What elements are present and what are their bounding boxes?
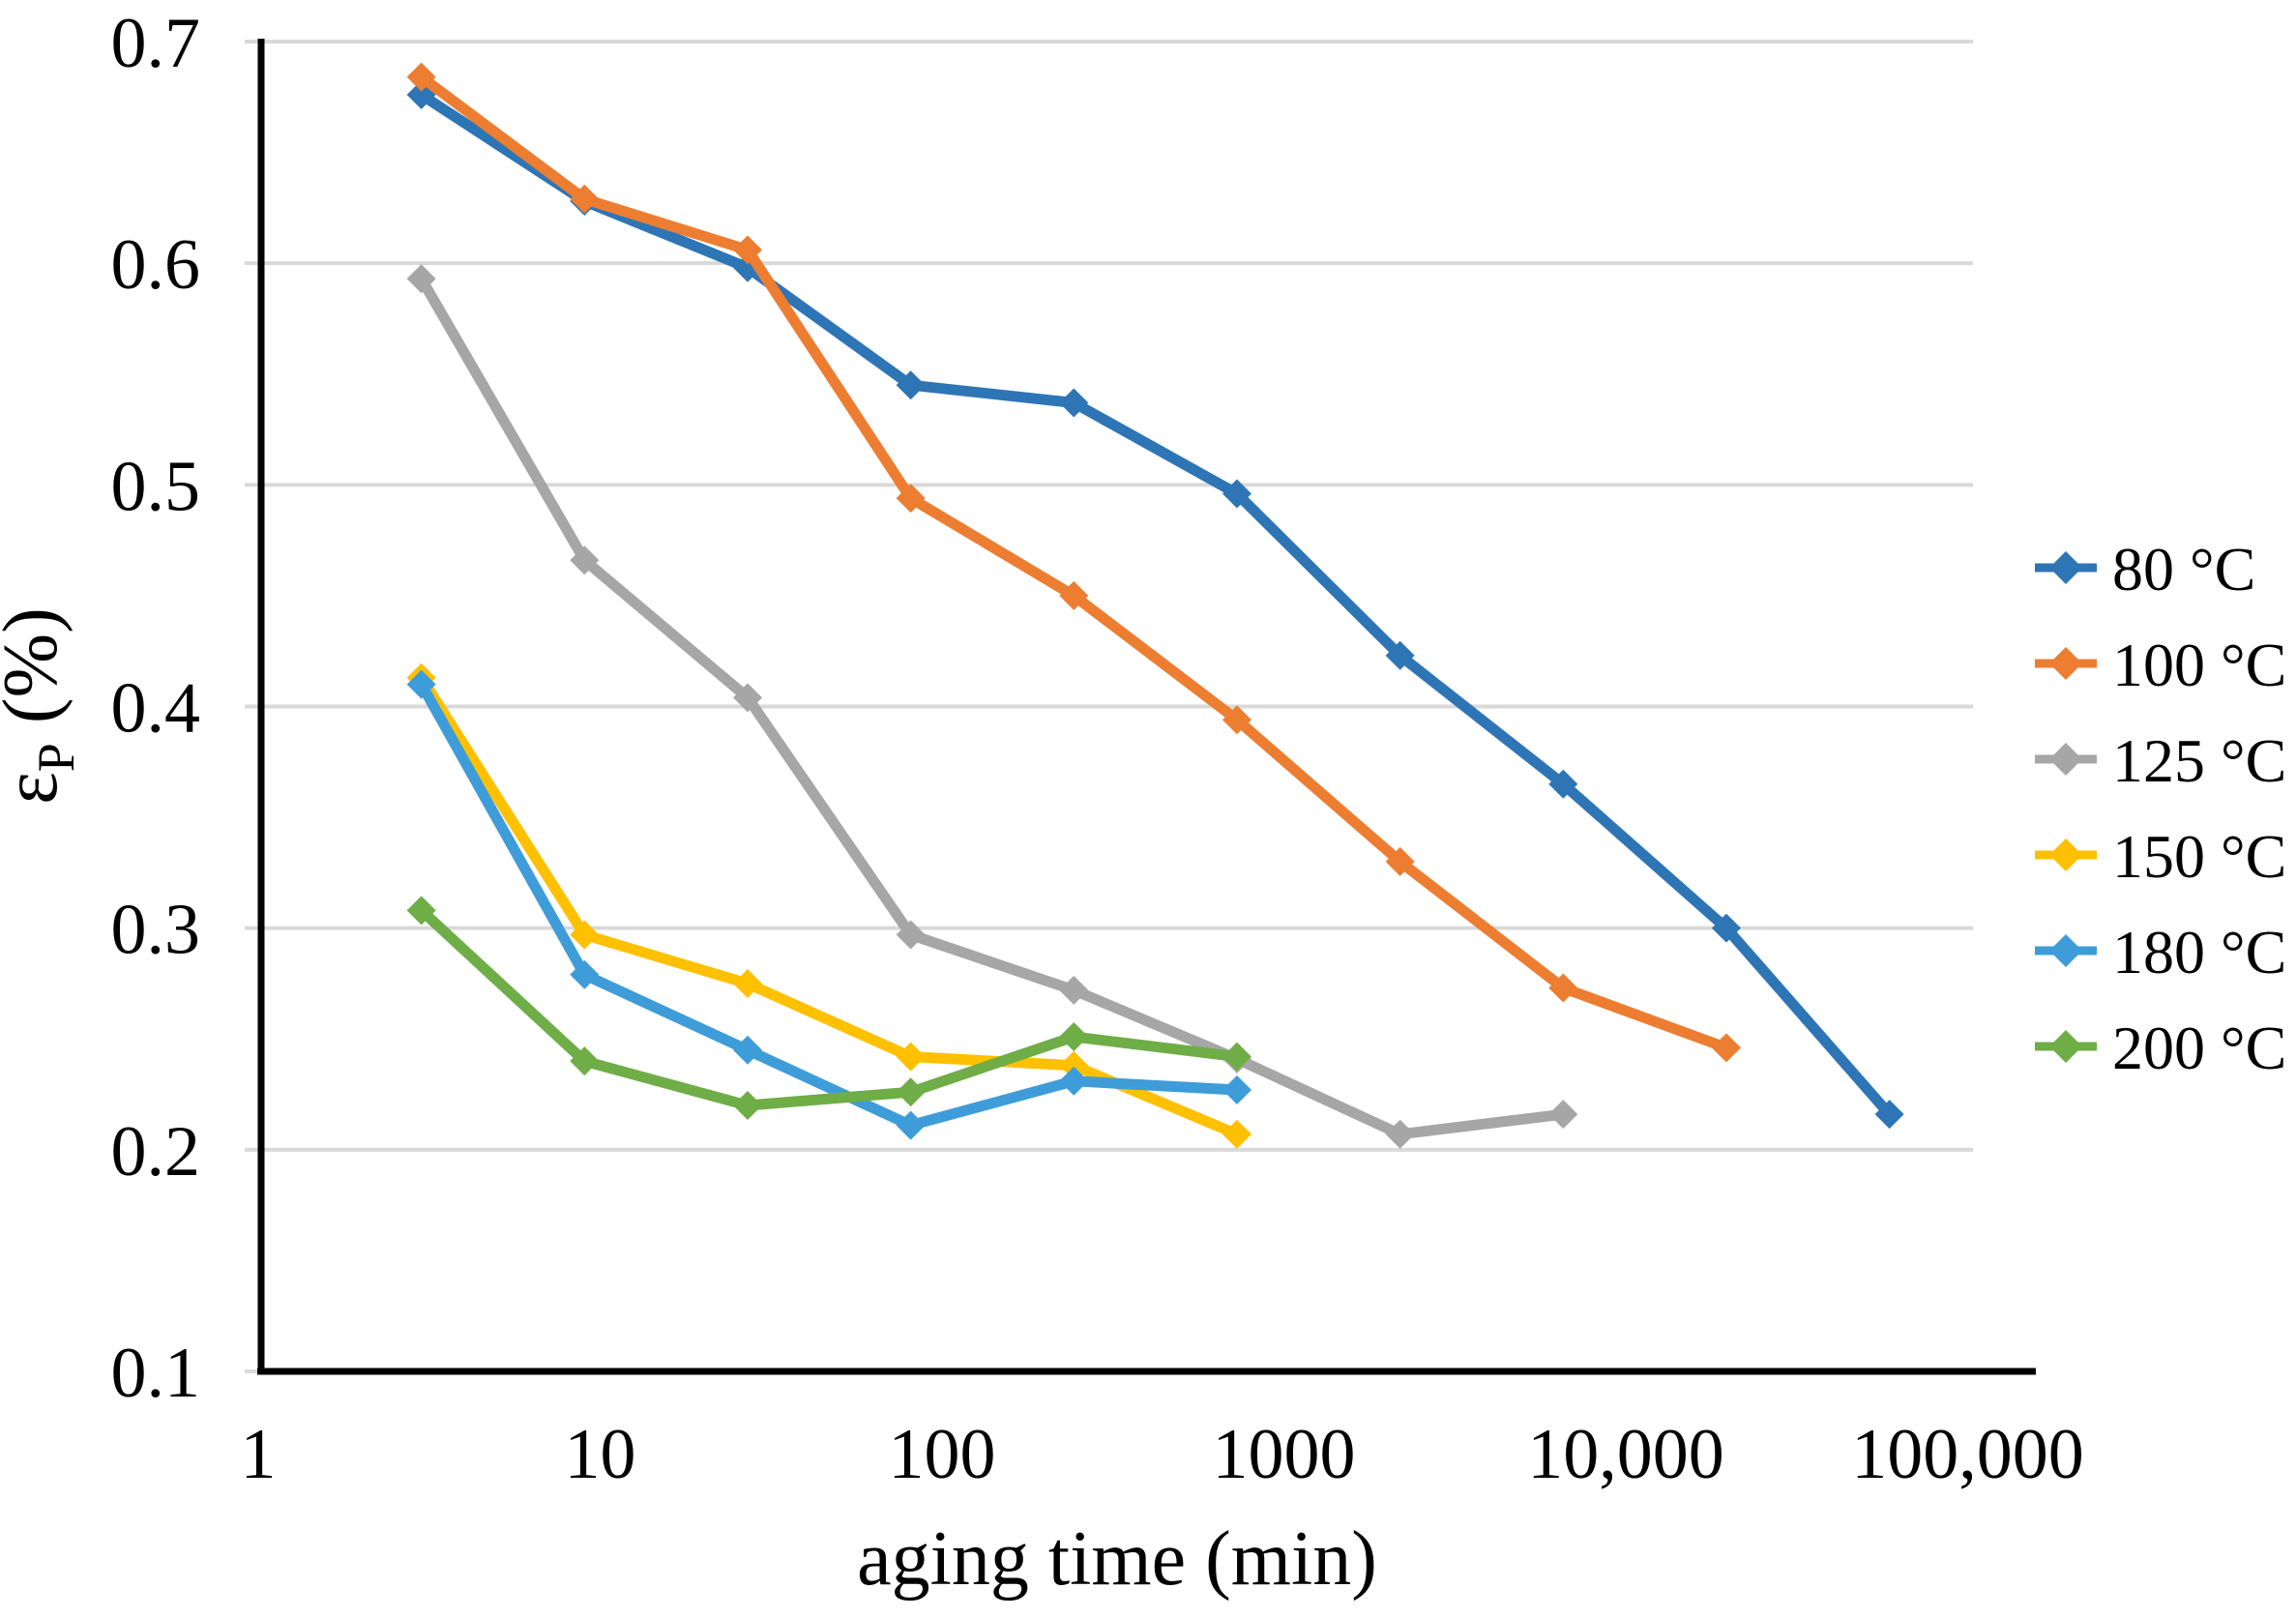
x-axis-title: aging time (min) [857, 1516, 1377, 1602]
data-point-180-c [732, 1035, 762, 1065]
data-point-150-c [570, 920, 600, 950]
legend-item-180-c: 180 °C [2035, 918, 2286, 986]
data-point-200-c [1059, 1021, 1089, 1051]
legend-marker-80-c [2049, 551, 2082, 584]
legend-item-125-c: 125 °C [2035, 726, 2286, 795]
data-point-125-c [570, 545, 600, 575]
data-point-125-c [406, 264, 436, 294]
data-point-200-c [1222, 1042, 1251, 1072]
data-point-100-c [570, 184, 600, 214]
data-point-100-c [896, 484, 926, 514]
data-point-125-c [1059, 975, 1089, 1005]
y-tick-label-0.4: 0.4 [111, 668, 201, 748]
series-line-80-c [416, 89, 1896, 1120]
data-point-100-c [1548, 973, 1578, 1003]
y-tick-label-0.5: 0.5 [111, 447, 201, 526]
y-tick-label-0.2: 0.2 [111, 1112, 201, 1191]
series-line-150-c [416, 672, 1243, 1140]
data-point-80-c [1711, 913, 1741, 943]
data-point-180-c [1059, 1066, 1089, 1096]
legend-item-100-c: 100 °C [2035, 631, 2286, 699]
data-point-100-c [406, 62, 436, 92]
axes-layer [257, 39, 2036, 1375]
data-point-200-c [732, 1090, 762, 1120]
data-point-125-c [732, 683, 762, 713]
data-point-100-c [1222, 705, 1251, 735]
y-axis-title-symbol: ε [0, 772, 74, 805]
series-180-c [406, 669, 1251, 1140]
data-point-150-c [732, 968, 762, 998]
data-point-150-c [896, 1042, 926, 1072]
legend-marker-200-c [2049, 1030, 2082, 1063]
x-tick-label-100: 100 [889, 1415, 996, 1494]
legend-marker-150-c [2049, 838, 2082, 871]
tick-labels-layer: 0.1 0.2 0.3 0.4 0.5 0.6 0.7 1 10 100 1000 10,000 100… [111, 4, 2084, 1494]
data-point-80-c [1385, 640, 1415, 670]
y-tick-label-0.6: 0.6 [111, 225, 201, 305]
data-point-200-c [896, 1077, 926, 1107]
x-tick-label-100-000: 100,000 [1851, 1415, 2084, 1494]
data-point-180-c [570, 959, 600, 989]
data-point-100-c [732, 235, 762, 265]
data-point-100-c [1385, 846, 1415, 876]
x-tick-label-10-000: 10,000 [1527, 1415, 1724, 1494]
y-axis-title-subscript: P [27, 743, 85, 772]
series-200-c [406, 896, 1251, 1120]
y-tick-label-0.7: 0.7 [111, 4, 201, 83]
data-point-200-c [570, 1046, 600, 1076]
data-point-125-c [896, 920, 926, 950]
legend-marker-125-c [2049, 743, 2082, 776]
legend-item-200-c: 200 °C [2035, 1014, 2286, 1082]
data-point-80-c [896, 370, 926, 400]
data-point-80-c [1548, 769, 1578, 799]
data-point-150-c [1059, 1050, 1089, 1080]
data-point-180-c [896, 1110, 926, 1140]
series-line-200-c [416, 904, 1243, 1111]
x-tick-label-1000: 1000 [1213, 1415, 1356, 1494]
series-line-125-c [416, 273, 1569, 1140]
legend-item-150-c: 150 °C [2035, 822, 2286, 891]
data-point-100-c [1059, 580, 1089, 610]
data-point-80-c [1874, 1100, 1904, 1130]
legend-label-150-c: 150 °C [2112, 822, 2286, 891]
series-line-100-c [416, 72, 1732, 1053]
series-line-180-c [416, 679, 1243, 1132]
legend-label-80-c: 80 °C [2112, 535, 2255, 603]
data-point-100-c [1711, 1033, 1741, 1063]
series-layer [406, 62, 1904, 1149]
series-125-c [406, 264, 1578, 1149]
data-point-150-c [1222, 1119, 1251, 1149]
data-point-180-c [406, 669, 436, 699]
y-tick-label-0.3: 0.3 [111, 891, 201, 970]
legend-item-80-c: 80 °C [2035, 535, 2255, 603]
legend-label-100-c: 100 °C [2112, 631, 2286, 699]
x-tick-label-1: 1 [241, 1415, 277, 1494]
gridlines-layer [245, 39, 1973, 1373]
data-point-200-c [406, 896, 436, 926]
series-100-c [406, 62, 1741, 1063]
legend-label-200-c: 200 °C [2112, 1014, 2286, 1082]
data-point-180-c [1222, 1074, 1251, 1104]
legend-marker-180-c [2049, 934, 2082, 967]
legend-label-180-c: 180 °C [2112, 918, 2286, 986]
data-point-125-c [1385, 1119, 1415, 1149]
legend-label-125-c: 125 °C [2112, 726, 2286, 795]
y-axis-title: εP (%) [0, 607, 85, 805]
y-axis-title-units: (%) [0, 607, 74, 743]
series-150-c [406, 662, 1251, 1149]
x-tick-label-10: 10 [565, 1415, 636, 1494]
y-tick-label-0.1: 0.1 [111, 1334, 201, 1413]
data-point-80-c [1059, 388, 1089, 418]
data-point-125-c [1548, 1100, 1578, 1130]
legend-marker-100-c [2049, 647, 2082, 680]
data-point-80-c [1222, 479, 1251, 509]
legend: 80 °C 100 °C 125 °C 150 °C 180 °C 200 °C [2035, 535, 2286, 1082]
